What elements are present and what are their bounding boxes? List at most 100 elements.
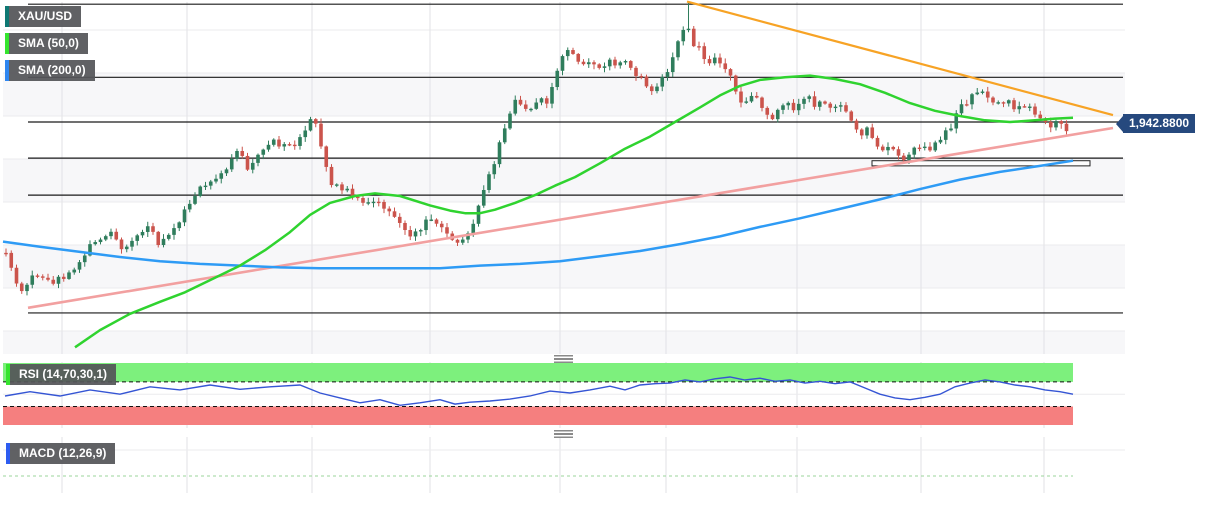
candle-up — [712, 57, 717, 64]
candle-down — [397, 216, 402, 223]
candle-up — [817, 101, 822, 107]
support-zone-box[interactable] — [871, 160, 1091, 167]
candle-down — [35, 275, 40, 277]
candle-up — [529, 108, 533, 111]
candle-up — [303, 130, 308, 138]
candle-up — [229, 158, 234, 170]
candle-down — [917, 147, 922, 150]
candle-up — [88, 244, 92, 256]
candle-down — [1022, 106, 1027, 108]
candle-up — [502, 128, 507, 143]
candle-up — [214, 178, 218, 182]
candle-up — [366, 202, 371, 204]
candle-up — [796, 103, 801, 111]
candle-up — [203, 185, 208, 188]
candle-down — [854, 120, 859, 130]
candle-down — [350, 188, 355, 197]
candle-up — [550, 87, 554, 104]
sma200-badge[interactable]: SMA (200,0) — [5, 60, 95, 81]
candle-down — [361, 198, 365, 203]
candle-down — [718, 57, 722, 64]
macd-indicator-badge[interactable]: MACD (12,26,9) — [6, 443, 116, 464]
panel-resize-handle-macd[interactable] — [554, 430, 573, 438]
candle-down — [928, 146, 932, 151]
candle-down — [754, 95, 759, 98]
candle-up — [676, 41, 680, 58]
candle-up — [665, 72, 670, 78]
candle-up — [560, 56, 565, 71]
candle-up — [775, 109, 780, 120]
candle-down — [387, 208, 392, 212]
candle-down — [382, 201, 386, 209]
candle-down — [1064, 123, 1069, 132]
candle-up — [250, 162, 255, 170]
candle-down — [245, 155, 250, 170]
sma50-label: SMA (50,0) — [18, 36, 79, 50]
candle-up — [833, 106, 838, 109]
candle-down — [697, 46, 701, 48]
candle-up — [886, 146, 890, 151]
candle-down — [991, 97, 995, 103]
sma50-line[interactable] — [74, 74, 1074, 349]
candle-down — [571, 50, 575, 54]
candle-up — [749, 95, 754, 102]
candle-up — [686, 28, 691, 31]
candle-up — [513, 99, 518, 114]
candle-down — [14, 267, 19, 284]
candle-down — [702, 46, 707, 60]
candle-down — [739, 91, 743, 103]
candle-down — [760, 97, 764, 108]
candle-up — [466, 233, 470, 240]
ascending-support-trendline[interactable] — [27, 126, 1114, 310]
candle-up — [781, 105, 785, 110]
candle-down — [728, 69, 733, 76]
candle-down — [1001, 102, 1006, 104]
candle-up — [219, 173, 224, 179]
candle-up — [949, 128, 953, 131]
rsi-line[interactable] — [4, 376, 1074, 407]
candle-up — [271, 139, 276, 145]
candle-down — [634, 67, 638, 76]
candle-down — [765, 107, 770, 115]
descending-resistance-trendline[interactable] — [686, 0, 1114, 117]
candle-up — [1054, 121, 1058, 128]
candle-up — [623, 61, 628, 63]
candle-up — [607, 59, 612, 67]
candle-up — [130, 240, 134, 247]
candle-down — [324, 146, 329, 167]
candle-up — [975, 92, 980, 95]
candle-up — [429, 219, 434, 221]
candle-up — [98, 239, 103, 243]
candle-up — [103, 236, 108, 240]
candle-up — [959, 104, 964, 114]
candle-down — [880, 146, 885, 151]
candle-down — [639, 75, 644, 78]
candle-down — [151, 226, 155, 232]
sma50-badge[interactable]: SMA (50,0) — [5, 33, 88, 54]
candle-down — [523, 104, 528, 109]
candle-up — [77, 262, 82, 270]
candle-up — [807, 96, 812, 99]
candle-down — [156, 231, 161, 246]
price-band — [3, 331, 1125, 354]
panel-resize-handle-rsi[interactable] — [554, 355, 573, 363]
symbol-badge[interactable]: XAU/USD — [5, 6, 82, 27]
sma200-line[interactable] — [2, 159, 1074, 270]
candle-up — [943, 130, 948, 140]
candle-down — [723, 63, 728, 70]
candle-down — [875, 137, 880, 147]
rsi-overbought-band — [3, 363, 1073, 382]
candle-up — [261, 149, 266, 155]
candle-down — [644, 76, 649, 87]
candle-down — [1038, 114, 1043, 119]
candle-down — [1048, 121, 1053, 128]
candle-down — [891, 146, 896, 150]
candle-down — [313, 119, 318, 124]
candle-up — [481, 189, 486, 206]
candle-down — [812, 96, 817, 107]
candle-up — [72, 269, 77, 273]
rsi-indicator-badge[interactable]: RSI (14,70,30,1) — [6, 364, 117, 385]
candle-down — [355, 196, 360, 199]
